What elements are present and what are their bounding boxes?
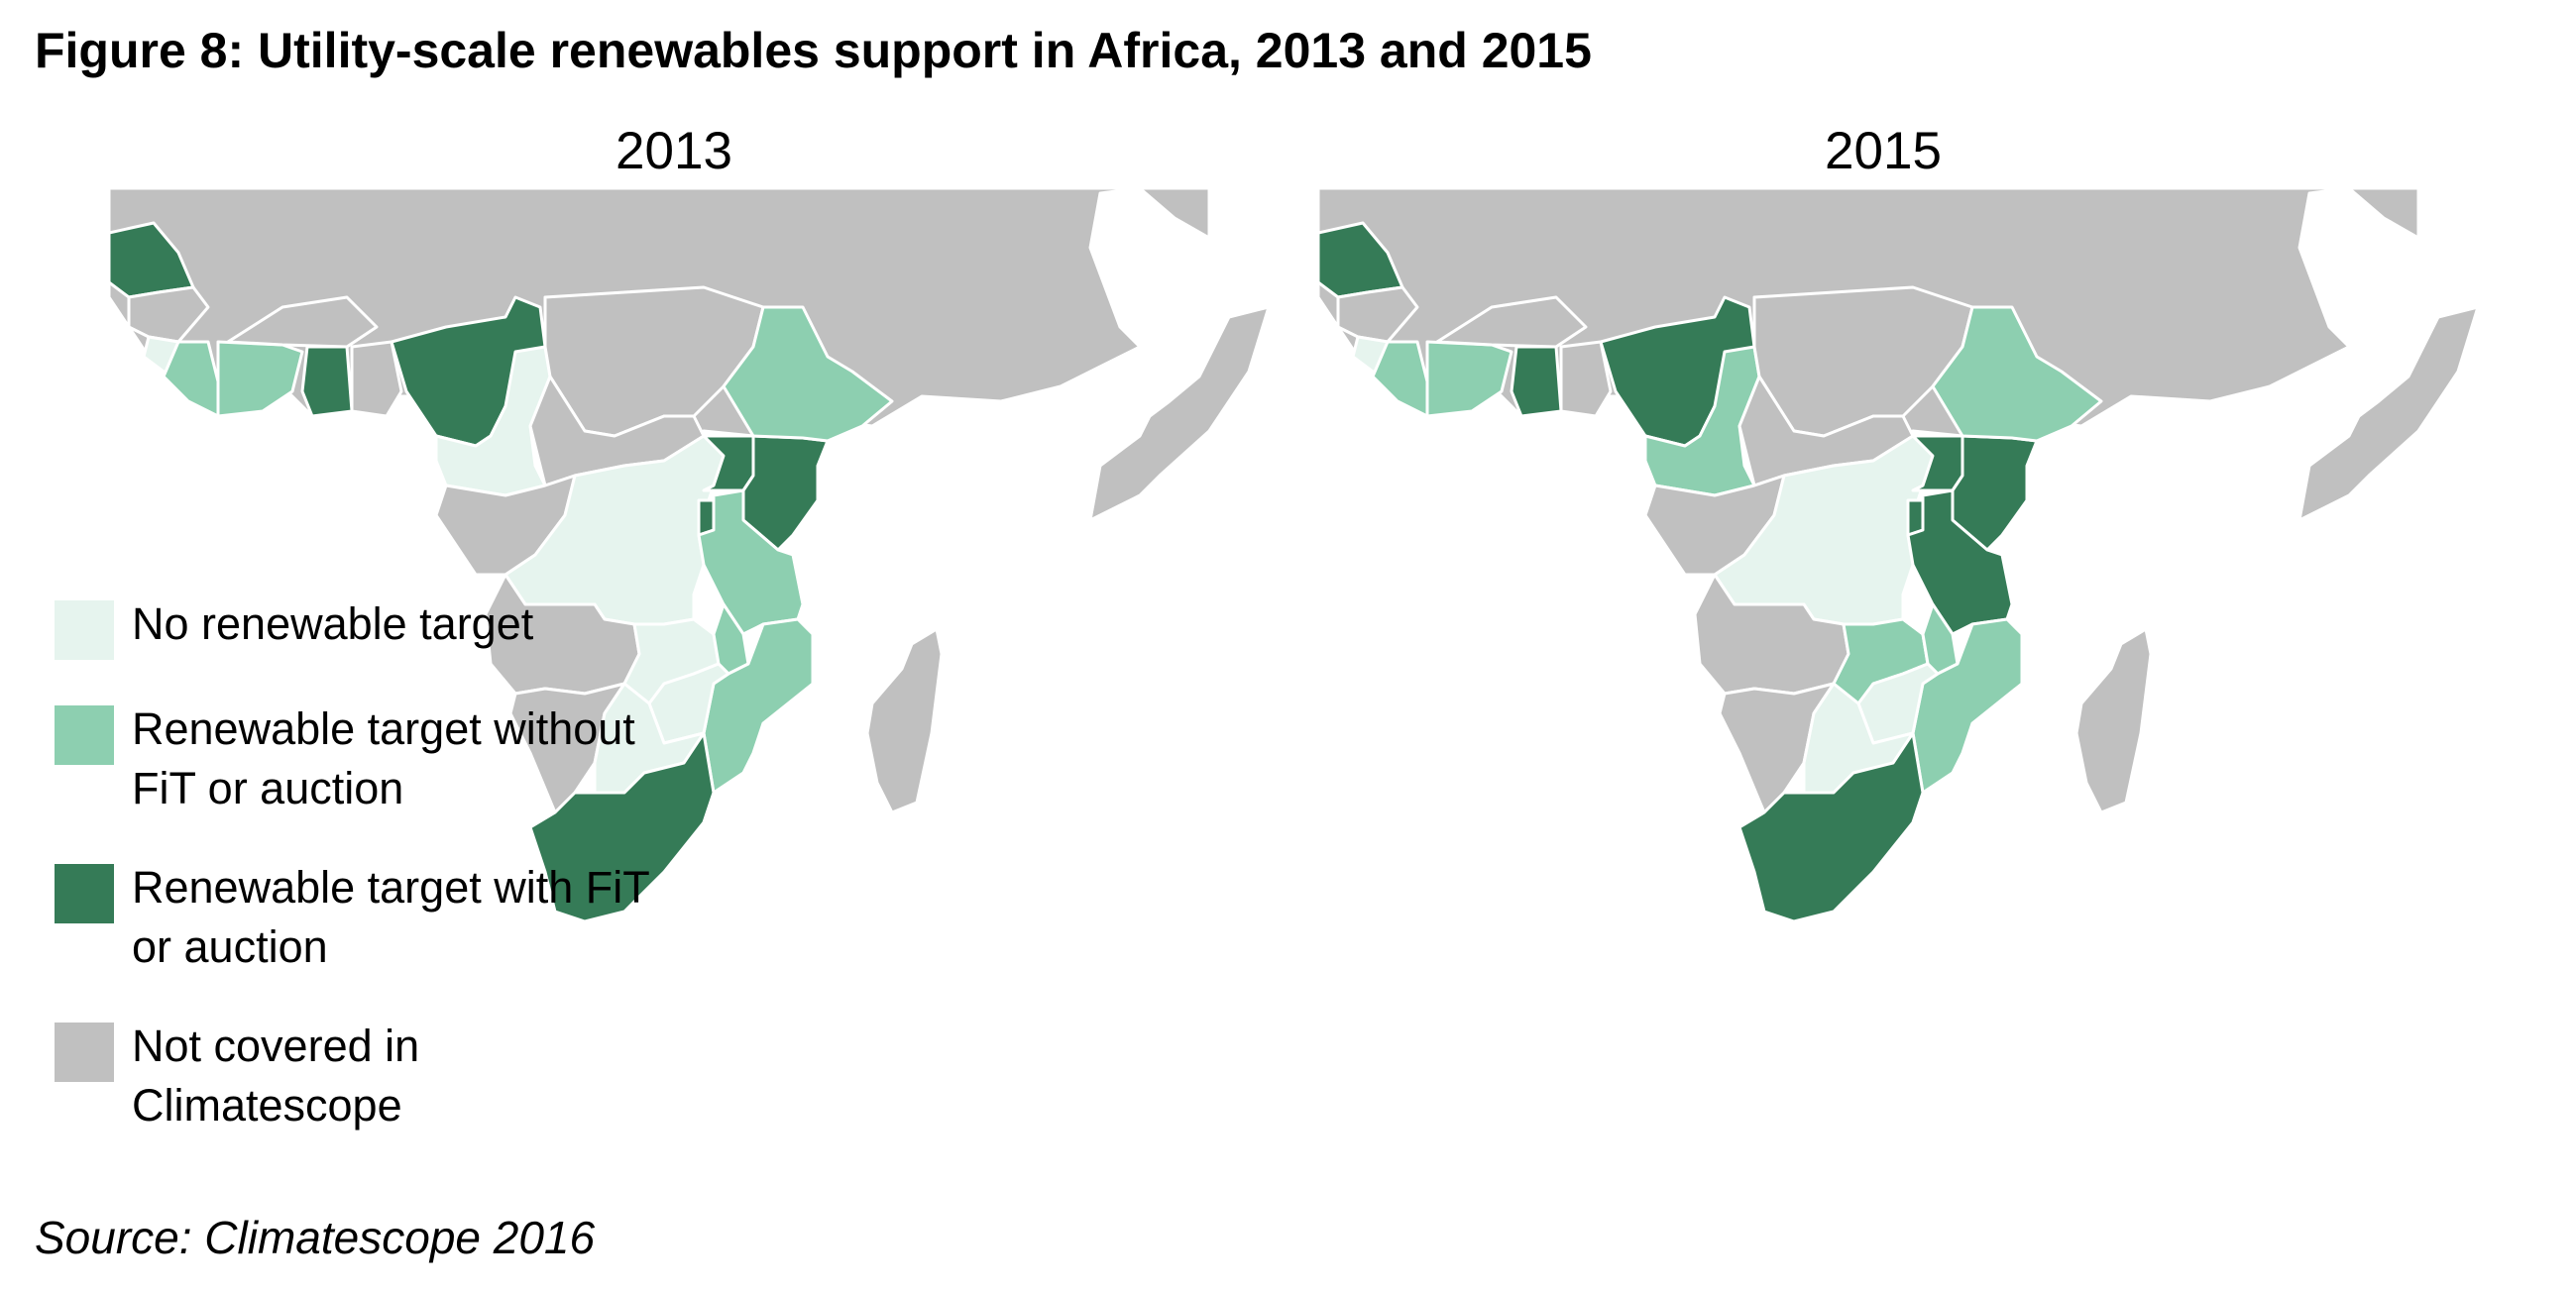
legend-item-no-target: No renewable target [55, 594, 687, 660]
legend-swatch-target-no-fit [55, 705, 114, 765]
source-note: Source: Climatescope 2016 [35, 1212, 596, 1263]
legend-label-target-no-fit: Renewable target without FiT or auction [132, 703, 635, 813]
legend: No renewable target Renewable target wit… [55, 594, 687, 1175]
country-ethiopia-2013 [722, 305, 894, 443]
country-ghana-2013 [300, 345, 354, 418]
country-madagascar-2013 [865, 627, 944, 814]
country-burkina-faso-2013 [226, 295, 379, 349]
country-horn-2015 [2297, 305, 2480, 522]
country-south-africa-2015 [1737, 731, 1925, 923]
legend-swatch-no-target [55, 600, 114, 660]
africa-map-2015 [1318, 186, 2480, 923]
legend-swatch-not-covered [55, 1023, 114, 1082]
country-guinea-2013 [127, 285, 210, 344]
country-south-africa-2013 [528, 731, 716, 923]
country-ghana-2015 [1510, 345, 1563, 418]
map-title-2013: 2013 [616, 122, 732, 180]
figure-title: Figure 8: Utility-scale renewables suppo… [35, 23, 1592, 78]
country-burkina-faso-2015 [1435, 295, 1588, 349]
legend-swatch-target-fit [55, 864, 114, 923]
country-cote-d-ivoire-2015 [1425, 340, 1513, 418]
legend-item-target-fit: Renewable target with FiT or auction [55, 858, 687, 977]
country-togo-benin-2013 [350, 340, 403, 418]
country-ethiopia-2015 [1931, 305, 2103, 443]
legend-label-not-covered: Not covered in Climatescope [132, 1021, 420, 1131]
country-guinea-2015 [1336, 285, 1419, 344]
legend-item-not-covered: Not covered in Climatescope [55, 1017, 687, 1135]
legend-item-target-no-fit: Renewable target without FiT or auction [55, 700, 687, 818]
country-togo-benin-2015 [1559, 340, 1613, 418]
country-horn-2013 [1088, 305, 1271, 522]
legend-label-target-fit: Renewable target with FiT or auction [132, 862, 649, 972]
map-title-2015: 2015 [1825, 122, 1942, 180]
legend-label-no-target: No renewable target [132, 598, 534, 649]
africa-map-2013 [109, 186, 1271, 923]
country-madagascar-2015 [2074, 627, 2153, 814]
country-cote-d-ivoire-2013 [216, 340, 304, 418]
